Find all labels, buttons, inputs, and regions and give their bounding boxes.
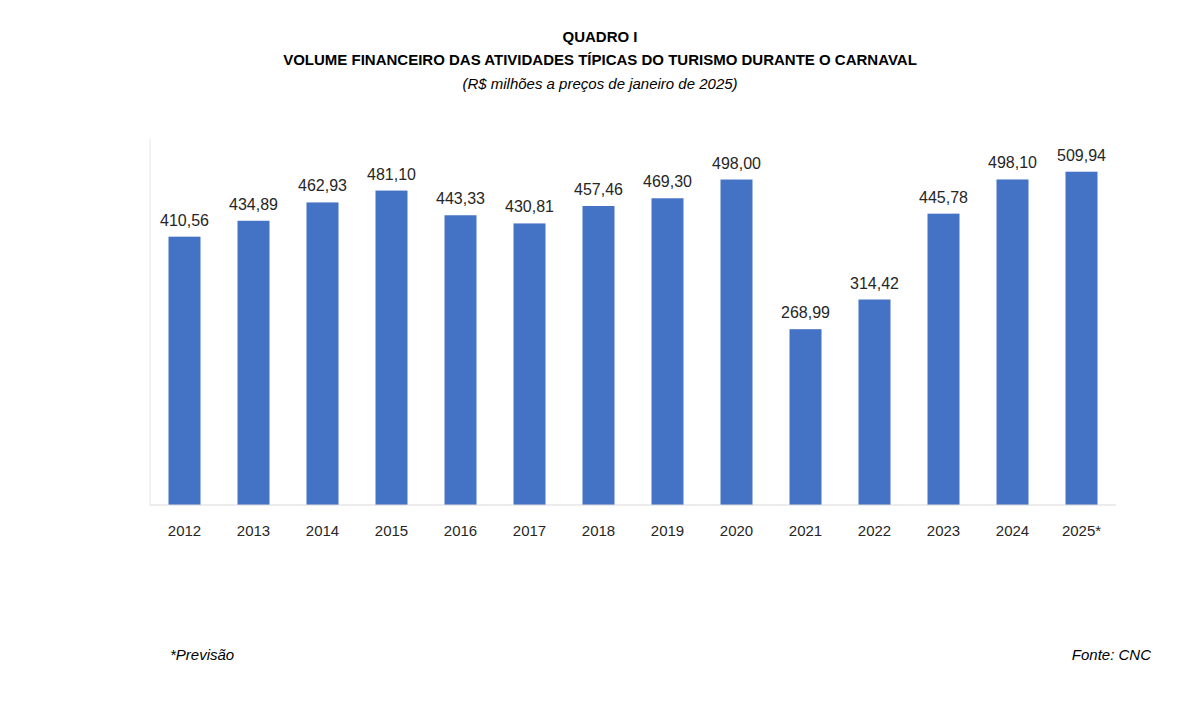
data-label: 469,30 <box>643 173 692 190</box>
bar <box>1066 172 1098 505</box>
bars <box>169 172 1098 505</box>
x-tick-label: 2024 <box>996 522 1029 539</box>
x-tick-label: 2019 <box>651 522 684 539</box>
x-tick-label: 2016 <box>444 522 477 539</box>
x-tick-label: 2020 <box>720 522 753 539</box>
bar <box>514 223 546 505</box>
chart: QUADRO I VOLUME FINANCEIRO DAS ATIVIDADES… <box>0 0 1200 710</box>
data-label: 410,56 <box>160 212 209 229</box>
note: *Previsão <box>170 646 234 663</box>
source: Fonte: CNC <box>1072 646 1151 663</box>
bar <box>307 202 339 505</box>
bar <box>928 214 960 505</box>
bar <box>445 215 477 505</box>
x-tick-label: 2018 <box>582 522 615 539</box>
baseline <box>150 505 1116 506</box>
bar <box>238 221 270 505</box>
subtitle: (R$ milhões a preços de janeiro de 2025) <box>462 75 737 92</box>
bar <box>721 180 753 505</box>
heading: QUADRO I <box>563 28 638 45</box>
x-tick-label: 2017 <box>513 522 546 539</box>
bar <box>652 198 684 505</box>
x-tick-label: 2025* <box>1062 522 1101 539</box>
bar <box>859 300 891 505</box>
x-tick-label: 2014 <box>306 522 339 539</box>
data-label: 445,78 <box>919 189 968 206</box>
bar <box>790 329 822 505</box>
data-label: 430,81 <box>505 198 554 215</box>
data-label: 498,00 <box>712 155 761 172</box>
y-axis-line <box>150 139 151 505</box>
x-tick-label: 2023 <box>927 522 960 539</box>
x-tick-label: 2022 <box>858 522 891 539</box>
bar <box>376 191 408 505</box>
data-label: 498,10 <box>988 154 1037 171</box>
data-label: 268,99 <box>781 304 830 321</box>
bar <box>997 179 1029 505</box>
x-tick-label: 2015 <box>375 522 408 539</box>
x-tick-label: 2012 <box>168 522 201 539</box>
data-label: 457,46 <box>574 181 623 198</box>
data-label: 509,94 <box>1057 147 1106 164</box>
data-label: 481,10 <box>367 166 416 183</box>
bar <box>583 206 615 505</box>
data-label: 443,33 <box>436 190 485 207</box>
data-label: 462,93 <box>298 177 347 194</box>
x-tick-label: 2013 <box>237 522 270 539</box>
title: VOLUME FINANCEIRO DAS ATIVIDADES TÍPICAS… <box>283 51 917 68</box>
data-label: 434,89 <box>229 196 278 213</box>
data-label: 314,42 <box>850 275 899 292</box>
bar <box>169 237 201 505</box>
x-tick-label: 2021 <box>789 522 822 539</box>
